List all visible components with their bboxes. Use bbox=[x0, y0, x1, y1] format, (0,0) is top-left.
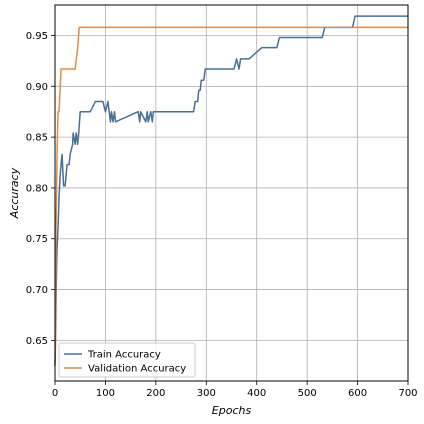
x-tick-label: 400 bbox=[247, 388, 266, 399]
series-layer bbox=[54, 15, 408, 366]
y-tick-label: 0.75 bbox=[26, 234, 48, 245]
y-tick-label: 0.80 bbox=[26, 183, 48, 194]
y-axis-ticks: 0.65 0.70 0.75 0.80 0.85 0.90 0.95 bbox=[26, 31, 55, 347]
x-tick-label: 100 bbox=[96, 388, 115, 399]
y-tick-label: 0.95 bbox=[26, 31, 48, 42]
x-tick-label: 600 bbox=[348, 388, 367, 399]
legend-entry: Train Accuracy bbox=[87, 350, 161, 361]
y-tick-label: 0.65 bbox=[26, 336, 48, 347]
y-axis-label: Accuracy bbox=[8, 167, 21, 219]
grid-lines bbox=[54, 5, 409, 381]
x-axis-label: Epochs bbox=[212, 404, 252, 417]
x-axis-ticks: 0 100 200 300 400 500 600 700 bbox=[52, 381, 418, 399]
x-tick-label: 0 bbox=[52, 388, 58, 399]
legend: Train Accuracy Validation Accuracy bbox=[58, 342, 196, 378]
series-line-0 bbox=[54, 15, 408, 366]
y-tick-label: 0.90 bbox=[26, 82, 48, 93]
x-tick-label: 500 bbox=[298, 388, 317, 399]
x-tick-label: 200 bbox=[146, 388, 165, 399]
plot-frame bbox=[54, 4, 409, 382]
y-tick-label: 0.85 bbox=[26, 133, 48, 144]
x-tick-label: 300 bbox=[197, 388, 216, 399]
x-tick-label: 700 bbox=[398, 388, 417, 399]
series-line-1 bbox=[54, 26, 408, 366]
legend-entry: Validation Accuracy bbox=[88, 364, 186, 375]
legend-box bbox=[58, 342, 196, 378]
y-tick-label: 0.70 bbox=[26, 285, 48, 296]
